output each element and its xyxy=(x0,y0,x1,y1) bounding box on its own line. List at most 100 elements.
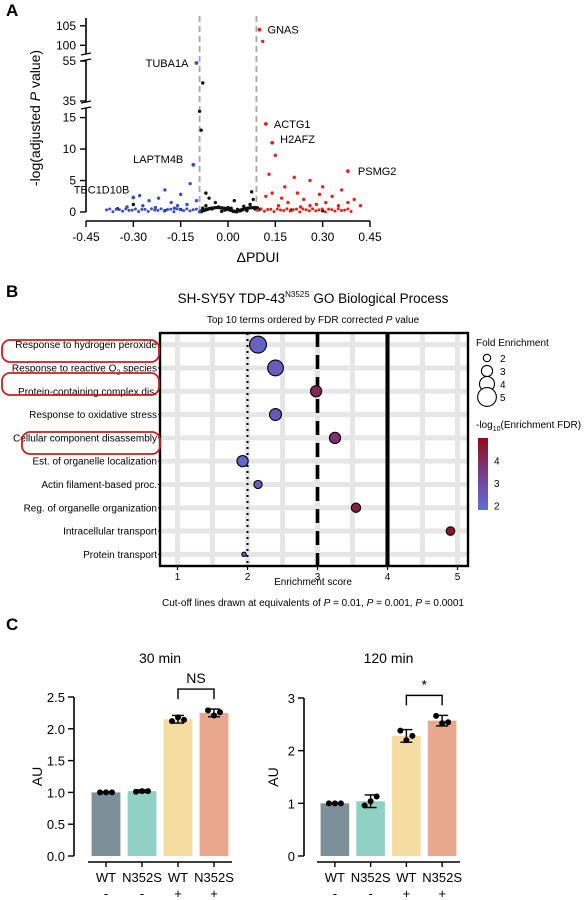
volcano-point xyxy=(163,188,167,192)
volcano-x-tick-label: -0.15 xyxy=(167,230,195,244)
go-legend-color-label: 4 xyxy=(494,457,500,468)
bar-data-point xyxy=(205,707,211,714)
volcano-point-label: TUBA1A xyxy=(146,58,189,70)
volcano-point xyxy=(308,178,312,183)
volcano-y-tick-label: 35 xyxy=(63,94,77,108)
volcano-labeled-point xyxy=(346,169,350,173)
volcano-point xyxy=(333,209,337,213)
go-category-text: Cellular component disassembly xyxy=(13,433,157,444)
volcano-point xyxy=(141,204,145,208)
bar-data-point xyxy=(169,718,175,725)
bar-y-tick-label: 0 xyxy=(288,849,295,864)
bar-treatment-label: - xyxy=(368,886,372,900)
volcano-point xyxy=(266,207,270,211)
volcano-point xyxy=(320,207,324,211)
bar-data-point xyxy=(433,712,440,719)
volcano-point xyxy=(339,188,344,192)
go-footnote-part: P xyxy=(367,598,374,609)
go-dot xyxy=(350,502,362,513)
bar-data-point xyxy=(361,802,368,809)
bar-data-point xyxy=(217,709,223,716)
volcano-y-tick-label: 55 xyxy=(63,54,77,68)
volcano-point xyxy=(346,207,350,211)
bar-y-tick-label: 2.5 xyxy=(47,690,65,705)
volcano-y-tick-label: 10 xyxy=(63,142,77,156)
bar-y-axis-label: AU xyxy=(29,767,45,786)
volcano-labeled-point xyxy=(257,27,262,32)
go-x-axis-label: Enrichment score xyxy=(274,577,352,588)
volcano-point xyxy=(199,128,203,132)
volcano-point-label: ACTG1 xyxy=(274,119,311,131)
volcano-axes: 0 5 10 15 35 55 100 105 -0.45 -0.30 -0.15 0.00 0.15 0… xyxy=(56,16,382,244)
bar-comparison-bracket xyxy=(405,694,443,706)
go-category-label: Protein-containing complex dis. xyxy=(18,387,157,398)
volcano-point xyxy=(166,208,170,212)
volcano-point xyxy=(324,200,328,205)
go-footnote-part: = 0.001, xyxy=(373,598,415,609)
go-legend: Fold Enrichment 2 3 4 5 -log10(Enrichment FDR… xyxy=(476,338,581,513)
go-grid: 1 2 3 4 5 xyxy=(158,331,470,583)
volcano-point xyxy=(178,192,183,197)
volcano-point xyxy=(188,209,192,213)
volcano-axis-break xyxy=(80,100,92,104)
volcano-y-tick-label: 15 xyxy=(63,111,77,125)
volcano-point xyxy=(275,207,279,211)
bar-treatment-label: + xyxy=(438,886,446,900)
volcano-point-label: GNAS xyxy=(268,25,299,37)
volcano-point xyxy=(131,202,136,207)
volcano-y-tick-label: 105 xyxy=(56,19,76,33)
go-legend-size-label: 4 xyxy=(500,380,506,391)
go-dot xyxy=(445,526,456,536)
bar xyxy=(356,801,385,856)
volcano-point xyxy=(159,207,163,211)
volcano-point xyxy=(149,207,153,211)
volcano-point xyxy=(286,200,290,205)
go-category-text: Response to oxidative stress xyxy=(29,410,157,421)
bar-data-point xyxy=(337,800,344,807)
bar-treatment-label: - xyxy=(140,886,144,900)
go-legend-size-title: Fold Enrichment xyxy=(476,338,549,349)
volcano-y-tick-label: 0 xyxy=(69,205,76,219)
volcano-point xyxy=(172,206,177,210)
bar-y-tick-label: 1.0 xyxy=(47,785,65,800)
volcano-point xyxy=(262,209,266,213)
volcano-point xyxy=(153,208,157,212)
volcano-point xyxy=(261,39,265,44)
volcano-labeled-point xyxy=(263,121,268,126)
bar-treatment-label: - xyxy=(104,886,108,900)
volcano-point xyxy=(267,172,271,176)
volcano-point xyxy=(336,207,340,211)
volcano-y-label-p: P xyxy=(27,91,43,101)
bar-comparison-label: * xyxy=(422,676,428,692)
volcano-point xyxy=(358,204,363,208)
bar-data-point xyxy=(331,800,338,807)
bar-category-label: N352S xyxy=(122,870,162,885)
volcano-point xyxy=(191,208,195,212)
bar xyxy=(320,803,350,856)
volcano-point xyxy=(251,197,255,202)
volcano-point xyxy=(105,208,109,212)
volcano-point xyxy=(143,207,147,211)
volcano-x-tick-label: 0.30 xyxy=(311,230,335,244)
bar xyxy=(392,735,421,856)
go-legend-color-title-suffix: (Enrichment FDR) xyxy=(500,420,581,431)
go-legend-color-title: -log10(Enrichment FDR) xyxy=(476,420,581,433)
volcano-y-label-part-1: -log(adjusted xyxy=(27,101,43,186)
volcano-point xyxy=(182,209,186,213)
go-x-tick-label: 3 xyxy=(315,572,321,583)
go-footnote-part: = 0.01, xyxy=(330,598,366,609)
bar-treatment-label: + xyxy=(174,886,182,900)
volcano-point xyxy=(111,210,115,214)
go-footnote-part: P xyxy=(415,598,422,609)
go-highlight-oval xyxy=(1,339,160,363)
go-x-tick-label: 1 xyxy=(175,572,181,583)
volcano-y-axis-label: -log(adjusted P value) xyxy=(27,50,43,186)
volcano-point xyxy=(330,208,334,212)
volcano-point xyxy=(352,197,356,202)
volcano-point xyxy=(162,209,166,213)
volcano-point xyxy=(172,210,176,214)
go-category-label: Response to oxidative stress xyxy=(29,410,157,421)
bar-comparison-bracket xyxy=(177,688,215,700)
volcano-point xyxy=(130,208,134,212)
go-title-superscript: N352S xyxy=(285,290,309,299)
